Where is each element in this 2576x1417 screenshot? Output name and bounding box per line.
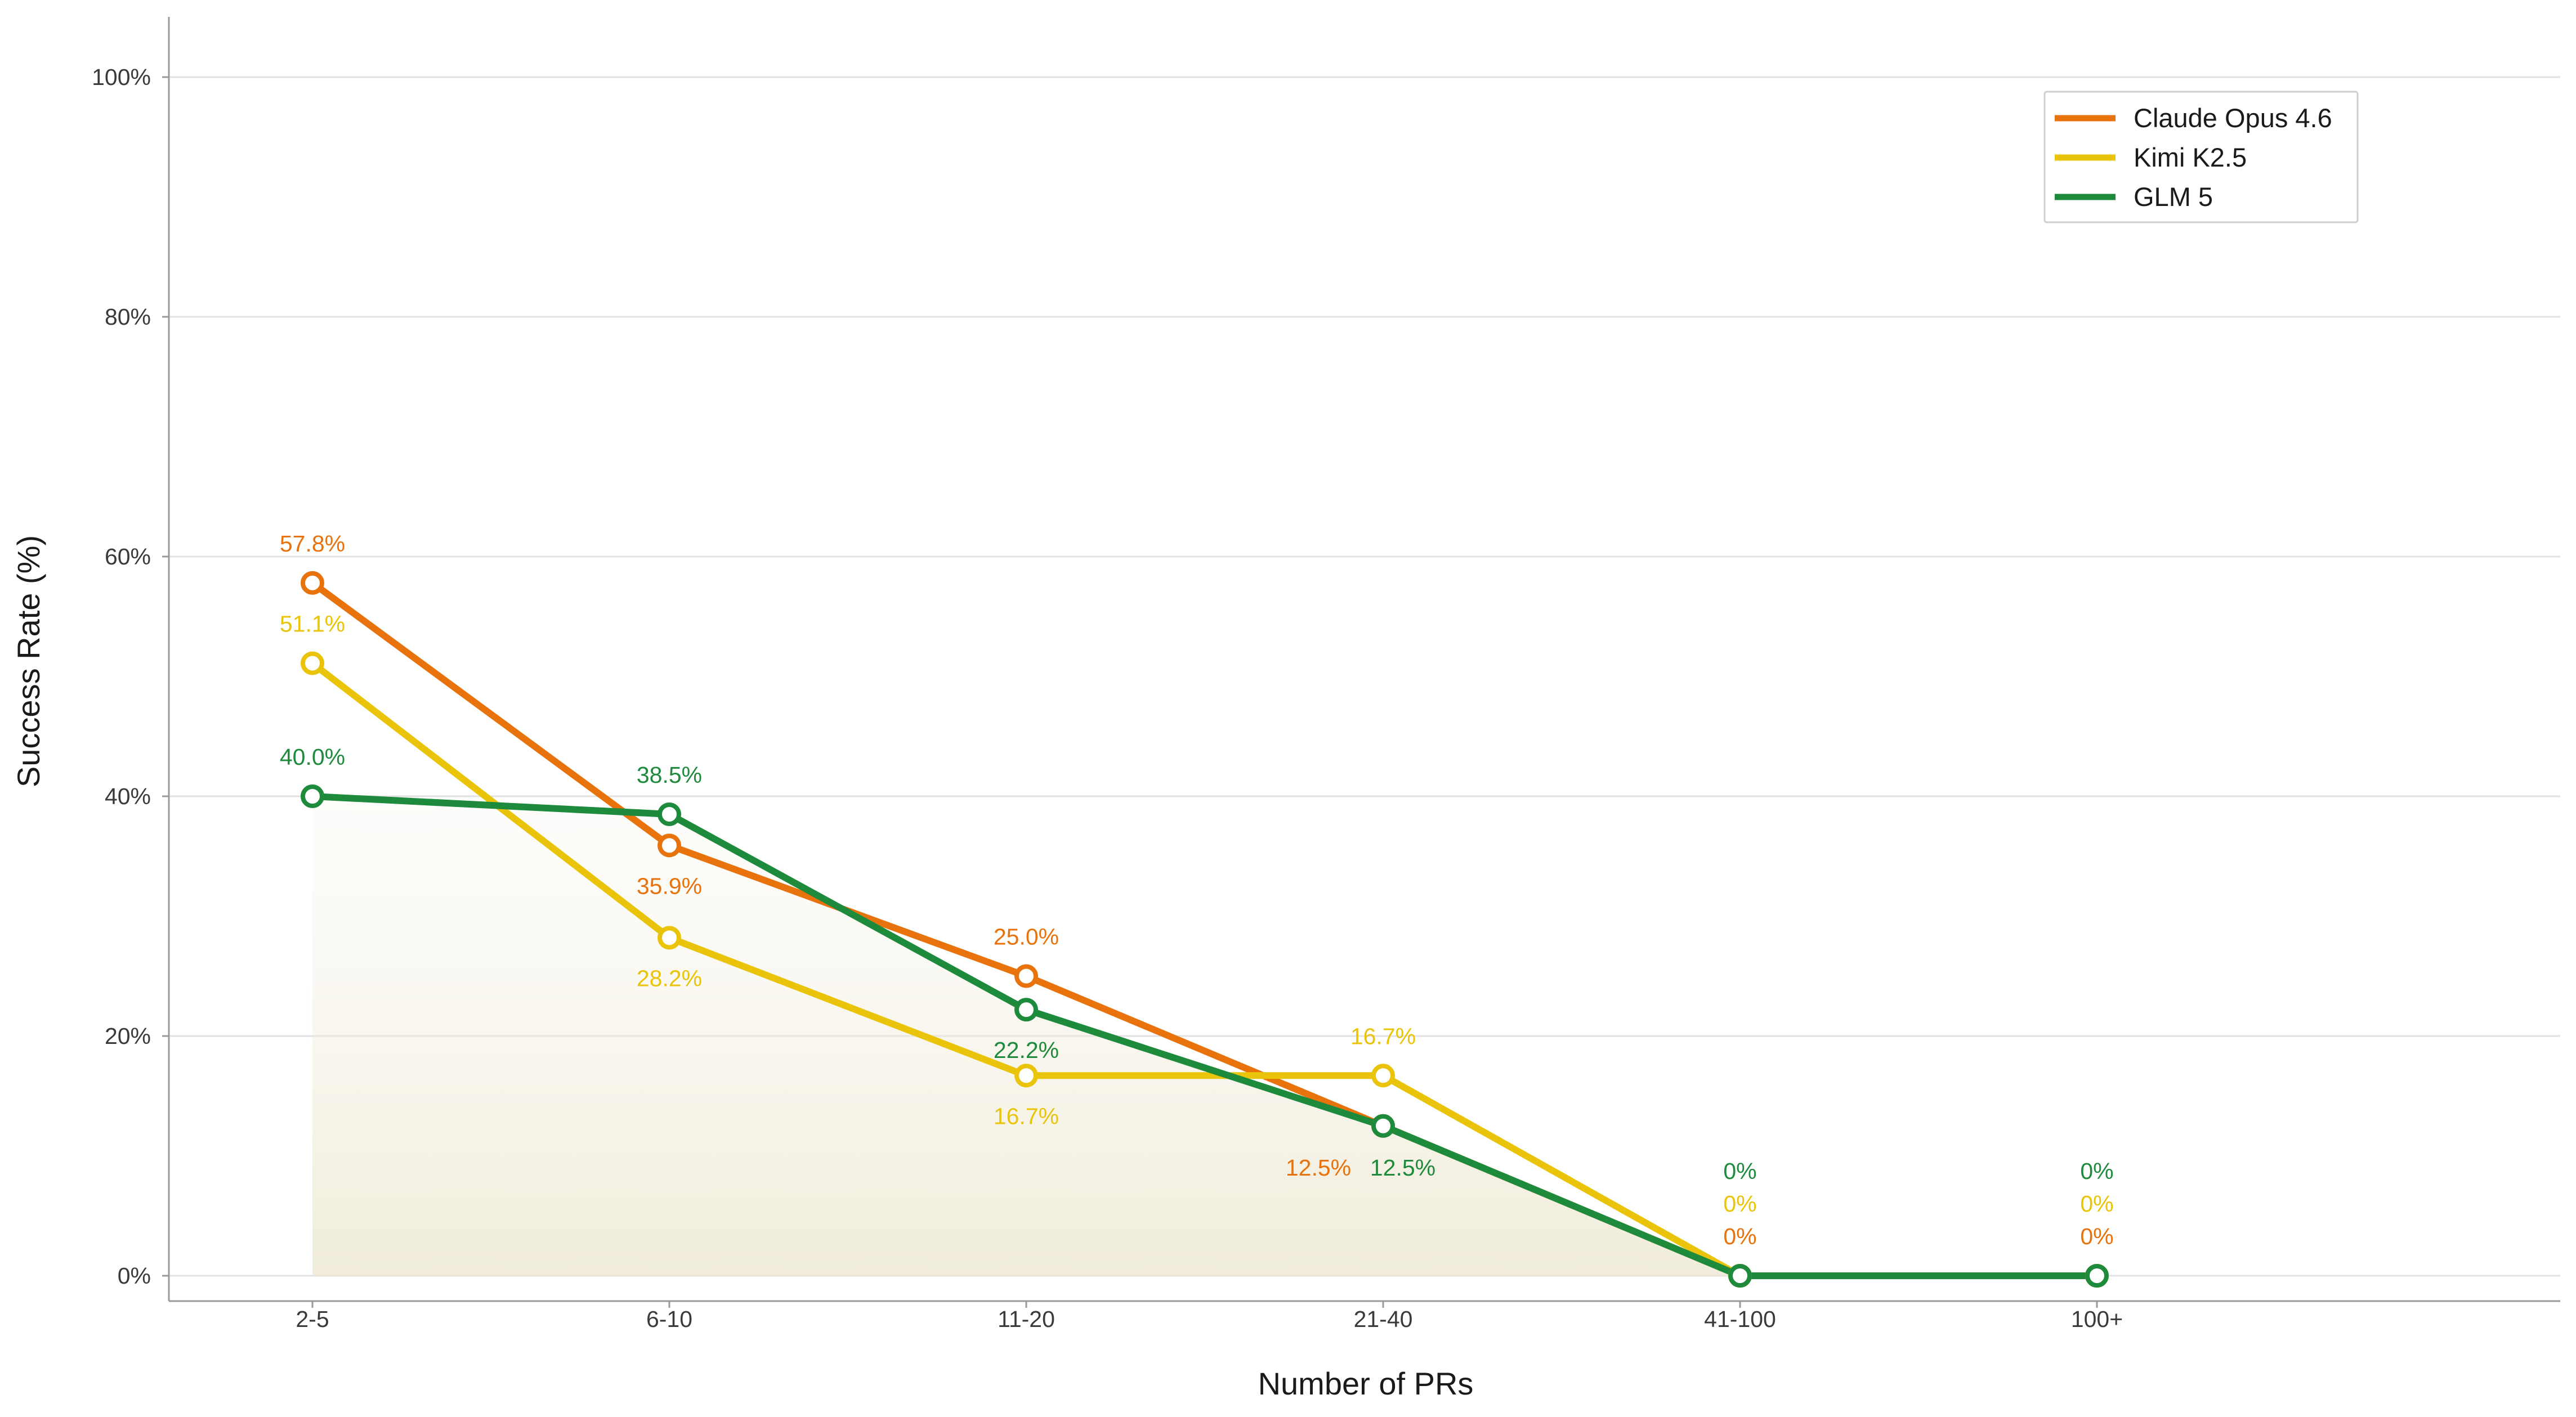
data-point-1-2 bbox=[1014, 1064, 1038, 1088]
data-point-0-1 bbox=[658, 833, 681, 858]
data-point-1-1 bbox=[658, 926, 681, 950]
data-label-0-0: 57.8% bbox=[280, 531, 345, 557]
data-point-2-2 bbox=[1014, 998, 1038, 1022]
data-point-1-0 bbox=[301, 651, 324, 675]
data-labels: 57.8% 35.9% 25.0% 12.5% 0% 0% 51.1% 28.2% 16.7% 1… bbox=[280, 531, 2114, 1249]
x-tick-label: 2-5 bbox=[296, 1306, 329, 1332]
legend-label-0: Claude Opus 4.6 bbox=[2134, 103, 2332, 133]
data-point-2-5 bbox=[2085, 1264, 2109, 1288]
y-tick-label: 20% bbox=[105, 1023, 151, 1049]
data-label-0-4: 0% bbox=[1723, 1223, 1756, 1249]
y-tick-label: 40% bbox=[105, 783, 151, 809]
data-point-0-2 bbox=[1014, 964, 1038, 988]
x-tick-label: 21-40 bbox=[1354, 1306, 1413, 1332]
area-fill bbox=[312, 796, 1740, 1276]
data-label-1-5: 0% bbox=[2080, 1191, 2113, 1217]
y-axis-title: Success Rate (%) bbox=[11, 535, 46, 787]
area-fill-glm-5 bbox=[312, 796, 1740, 1276]
x-tick-label: 100+ bbox=[2071, 1306, 2123, 1332]
series bbox=[301, 571, 2109, 1288]
x-tick-label: 41-100 bbox=[1704, 1306, 1776, 1332]
legend-label-2: GLM 5 bbox=[2134, 182, 2213, 212]
legend-label-1: Kimi K2.5 bbox=[2134, 142, 2247, 172]
data-label-1-1: 28.2% bbox=[637, 965, 702, 991]
data-point-1-3 bbox=[1371, 1064, 1395, 1088]
data-label-2-5: 0% bbox=[2080, 1158, 2113, 1184]
data-label-2-4: 0% bbox=[1723, 1158, 1756, 1184]
data-label-1-2: 16.7% bbox=[994, 1103, 1059, 1129]
legend: Claude Opus 4.6 Kimi K2.5 GLM 5 bbox=[2043, 91, 2359, 223]
data-label-0-2: 25.0% bbox=[994, 924, 1059, 950]
x-axis-title: Number of PRs bbox=[1258, 1366, 1474, 1401]
data-label-2-1: 38.5% bbox=[637, 762, 702, 788]
data-label-2-3: 12.5% bbox=[1370, 1155, 1435, 1181]
legend-box bbox=[2043, 91, 2359, 223]
axes: 0% 20% 40% 60% 80% 100% 2-5 6-10 11-20 21-40 41-10… bbox=[92, 17, 2560, 1332]
series-line-2 bbox=[309, 793, 2100, 1279]
data-label-1-3: 16.7% bbox=[1350, 1023, 1416, 1049]
data-label-1-0: 51.1% bbox=[280, 611, 345, 637]
y-tick-label: 80% bbox=[105, 304, 151, 330]
y-tick-label: 0% bbox=[118, 1263, 151, 1289]
data-point-2-4 bbox=[1728, 1264, 1752, 1288]
data-label-1-4: 0% bbox=[1723, 1191, 1756, 1217]
data-label-0-3: 12.5% bbox=[1286, 1155, 1351, 1181]
x-tick-label: 6-10 bbox=[646, 1306, 692, 1332]
data-label-0-1: 35.9% bbox=[637, 873, 702, 899]
data-label-2-2: 22.2% bbox=[994, 1037, 1059, 1063]
data-point-0-0 bbox=[301, 571, 324, 595]
data-label-2-0: 40.0% bbox=[280, 744, 345, 770]
data-point-2-3 bbox=[1371, 1114, 1395, 1138]
y-tick-label: 100% bbox=[92, 64, 151, 90]
data-point-2-0 bbox=[301, 784, 324, 808]
x-tick-label: 11-20 bbox=[998, 1306, 1055, 1332]
data-label-0-5: 0% bbox=[2080, 1223, 2113, 1249]
y-tick-label: 60% bbox=[105, 544, 151, 570]
data-point-2-1 bbox=[658, 802, 681, 826]
